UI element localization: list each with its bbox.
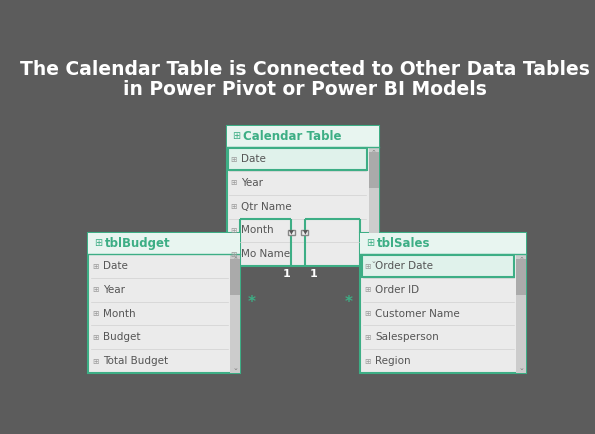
Text: ⊞: ⊞ [231, 250, 237, 259]
Text: ⊞: ⊞ [92, 309, 99, 318]
Text: Month: Month [242, 225, 274, 235]
Text: ⊞: ⊞ [92, 262, 99, 271]
Text: *: * [345, 295, 353, 310]
Text: in Power Pivot or Power BI Models: in Power Pivot or Power BI Models [123, 80, 487, 99]
Text: Salesperson: Salesperson [375, 332, 439, 342]
Text: Qtr Name: Qtr Name [242, 202, 292, 212]
Bar [361, 233, 526, 254]
Text: ⊞: ⊞ [231, 178, 237, 187]
Text: Date: Date [103, 261, 128, 271]
Text: ⊞: ⊞ [233, 132, 240, 141]
Bar [362, 255, 514, 277]
Bar [227, 125, 379, 148]
Text: ⌄: ⌄ [371, 258, 377, 264]
Text: ⊞: ⊞ [92, 357, 99, 365]
Text: Mo Name: Mo Name [242, 249, 290, 259]
Text: ⊞: ⊞ [231, 226, 237, 235]
Text: ⊞: ⊞ [365, 262, 371, 271]
Text: ⊞: ⊞ [365, 357, 371, 365]
Bar [302, 230, 308, 235]
Text: Year: Year [242, 178, 264, 188]
Text: ⌃: ⌃ [233, 256, 238, 262]
Text: 1: 1 [283, 269, 290, 279]
Text: ▼: ▼ [303, 230, 307, 235]
Bar [368, 152, 378, 188]
Bar [368, 148, 378, 266]
Text: tblBudget: tblBudget [105, 237, 170, 250]
Bar [287, 230, 295, 235]
Bar [88, 233, 240, 254]
Text: ⊞: ⊞ [365, 333, 371, 342]
Bar [230, 254, 240, 373]
Text: ⊞: ⊞ [92, 333, 99, 342]
Text: ⌃: ⌃ [371, 149, 377, 155]
Text: ⊞: ⊞ [94, 238, 102, 248]
Text: ⊞: ⊞ [231, 202, 237, 211]
Text: Calendar Table: Calendar Table [243, 130, 342, 143]
Bar [230, 259, 240, 295]
Text: Year: Year [103, 285, 125, 295]
Bar [361, 233, 526, 373]
Text: 1: 1 [309, 269, 317, 279]
Text: Order ID: Order ID [375, 285, 419, 295]
Text: Budget: Budget [103, 332, 140, 342]
Bar [227, 125, 379, 266]
Text: tblSales: tblSales [377, 237, 430, 250]
Text: Region: Region [375, 356, 411, 366]
Text: ⊞: ⊞ [92, 286, 99, 294]
Text: ⊞: ⊞ [365, 309, 371, 318]
Text: ⌃: ⌃ [518, 256, 524, 262]
Text: Order Date: Order Date [375, 261, 433, 271]
Text: Total Budget: Total Budget [103, 356, 168, 366]
Text: ⊞: ⊞ [365, 286, 371, 294]
Text: *: * [248, 295, 256, 310]
Text: ▼: ▼ [289, 230, 293, 235]
Text: ⊞: ⊞ [231, 155, 237, 164]
Bar [516, 259, 527, 295]
Text: ⊞: ⊞ [367, 238, 374, 248]
Text: Customer Name: Customer Name [375, 309, 460, 319]
Bar [228, 148, 367, 170]
Text: Date: Date [242, 154, 266, 164]
Bar [516, 254, 527, 373]
Text: Month: Month [103, 309, 136, 319]
Text: The Calendar Table is Connected to Other Data Tables: The Calendar Table is Connected to Other… [20, 60, 590, 79]
Bar [88, 233, 240, 373]
Text: ⌄: ⌄ [233, 365, 238, 371]
Text: ⌄: ⌄ [518, 365, 524, 371]
